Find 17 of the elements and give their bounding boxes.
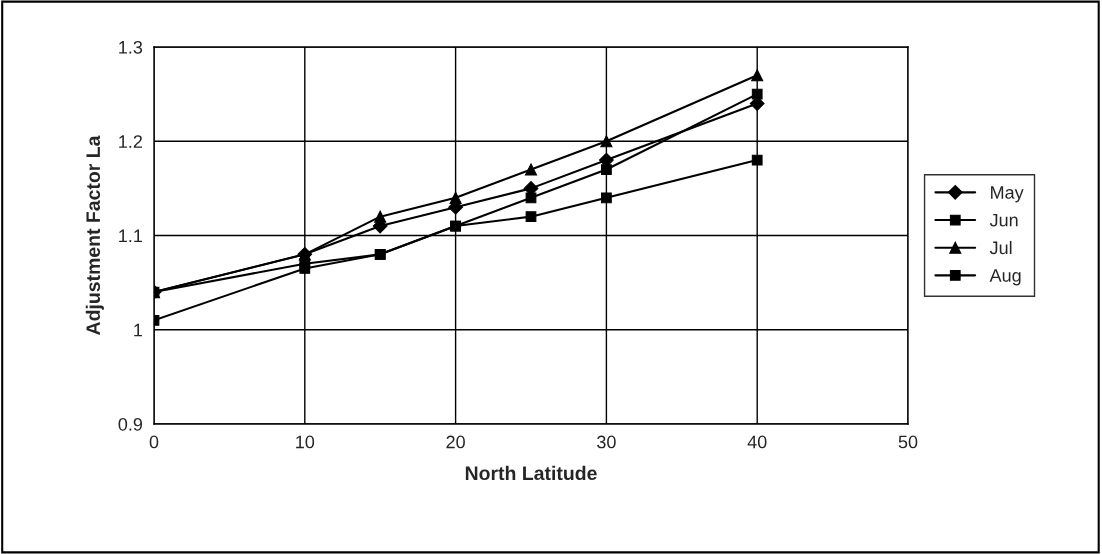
x-tick-label: 20 — [446, 435, 465, 449]
x-axis-title: North Latitude — [465, 465, 597, 481]
y-tick-label: 1 — [134, 323, 143, 337]
legend-label: Jul — [989, 240, 1012, 255]
x-tick-label: 0 — [149, 435, 159, 449]
y-tick-label: 1.2 — [119, 135, 142, 148]
legend-label: May — [991, 186, 1024, 203]
y-axis-title: Adjustment Factor La — [85, 135, 104, 335]
y-tick-label: 1.1 — [119, 229, 143, 243]
x-tick-label: 50 — [898, 435, 918, 449]
x-tick-label: 30 — [597, 435, 616, 449]
x-tick-label: 40 — [747, 435, 767, 449]
y-tick-label: 0.9 — [118, 417, 143, 431]
legend-label: Aug — [989, 269, 1021, 286]
legend-label: Jun — [989, 213, 1018, 227]
x-tick-label: 10 — [296, 435, 315, 449]
y-tick-label: 1.3 — [119, 40, 143, 54]
